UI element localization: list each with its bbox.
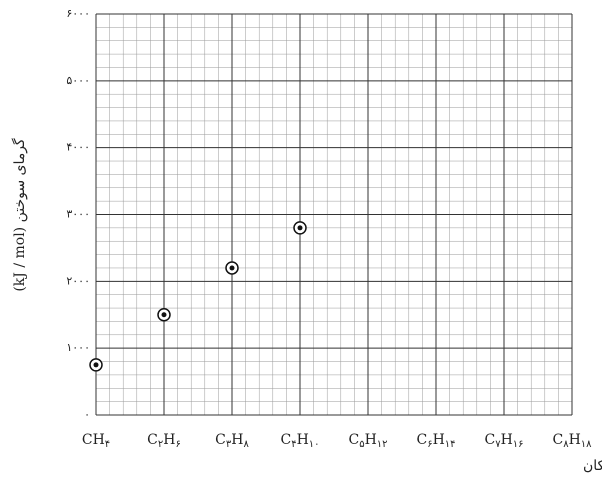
x-tick-label: C۷H۱۶ [484, 432, 523, 450]
y-tick-label: ۲۰۰۰ [66, 274, 90, 287]
point [89, 358, 103, 372]
x-tick-label: C۲H۶ [147, 432, 181, 450]
y-axis-label: گرمای سوختن (kJ / mol) [11, 138, 28, 292]
y-tick-label: ۶۰۰۰ [66, 7, 90, 20]
y-tick-label: ۰ [84, 408, 90, 421]
y-tick-label: ۵۰۰۰ [66, 74, 90, 87]
y-tick-label: ۴۰۰۰ [66, 141, 90, 154]
point [157, 308, 171, 322]
x-axis-label: آلکان [583, 456, 602, 474]
y-tick-label: ۳۰۰۰ [66, 208, 90, 221]
x-tick-label: C۸H۱۸ [552, 432, 592, 450]
x-tick-label: C۵H۱۲ [348, 432, 387, 450]
point-dot [93, 362, 99, 368]
x-tick-label: C۶H۱۴ [416, 432, 455, 450]
y-tick-label: ۱۰۰۰ [66, 341, 90, 354]
point-dot [161, 312, 167, 318]
x-tick-label: CH۴ [82, 432, 110, 450]
x-tick-label: C۳H۸ [215, 432, 249, 450]
point-dot [297, 225, 303, 231]
x-tick-label: C۴H۱۰ [280, 432, 319, 450]
point-dot [229, 265, 235, 271]
point [225, 261, 239, 275]
point [293, 221, 307, 235]
